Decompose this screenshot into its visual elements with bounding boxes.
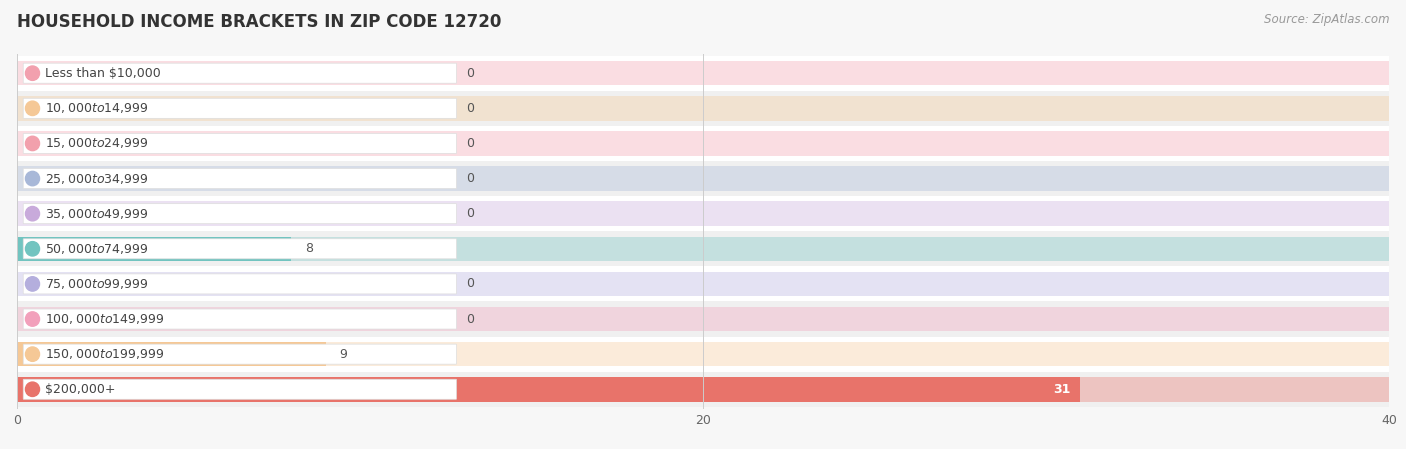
FancyBboxPatch shape	[24, 168, 457, 189]
Bar	[17, 237, 1389, 261]
Text: 0: 0	[467, 172, 474, 185]
Text: 0: 0	[467, 277, 474, 291]
FancyBboxPatch shape	[24, 133, 457, 154]
Bar	[17, 272, 1389, 296]
FancyBboxPatch shape	[24, 239, 457, 259]
Bar	[17, 61, 1389, 85]
Text: 0: 0	[467, 313, 474, 326]
Text: $50,000 to $74,999: $50,000 to $74,999	[45, 242, 148, 256]
Bar	[17, 96, 1389, 121]
Text: 0: 0	[467, 102, 474, 115]
Bar	[17, 196, 1389, 231]
Bar	[17, 91, 1389, 126]
Text: HOUSEHOLD INCOME BRACKETS IN ZIP CODE 12720: HOUSEHOLD INCOME BRACKETS IN ZIP CODE 12…	[17, 13, 502, 31]
Bar	[17, 126, 1389, 161]
Text: 0: 0	[467, 67, 474, 79]
Bar	[17, 342, 326, 366]
Bar	[17, 166, 1389, 191]
Bar	[17, 56, 1389, 91]
Text: $15,000 to $24,999: $15,000 to $24,999	[45, 136, 148, 150]
Bar	[17, 342, 1389, 366]
Bar	[17, 372, 1389, 407]
Bar	[17, 266, 1389, 301]
Bar	[17, 237, 291, 261]
Text: Source: ZipAtlas.com: Source: ZipAtlas.com	[1264, 13, 1389, 26]
Bar	[17, 377, 1389, 401]
Text: $100,000 to $149,999: $100,000 to $149,999	[45, 312, 165, 326]
FancyBboxPatch shape	[24, 379, 457, 399]
Bar	[17, 231, 1389, 266]
Text: $75,000 to $99,999: $75,000 to $99,999	[45, 277, 148, 291]
Circle shape	[25, 347, 39, 361]
Text: $35,000 to $49,999: $35,000 to $49,999	[45, 207, 148, 220]
Circle shape	[25, 172, 39, 186]
FancyBboxPatch shape	[24, 274, 457, 294]
FancyBboxPatch shape	[24, 98, 457, 119]
FancyBboxPatch shape	[24, 63, 457, 83]
Bar	[17, 337, 1389, 372]
Circle shape	[25, 207, 39, 221]
Circle shape	[25, 136, 39, 151]
Circle shape	[25, 382, 39, 396]
Text: Less than $10,000: Less than $10,000	[45, 67, 160, 79]
Bar	[17, 161, 1389, 196]
Text: $150,000 to $199,999: $150,000 to $199,999	[45, 347, 165, 361]
Text: 31: 31	[1053, 383, 1070, 396]
Bar	[17, 131, 1389, 156]
Circle shape	[25, 277, 39, 291]
Circle shape	[25, 66, 39, 80]
Bar	[17, 301, 1389, 337]
Bar	[17, 202, 1389, 226]
Circle shape	[25, 242, 39, 256]
Text: $25,000 to $34,999: $25,000 to $34,999	[45, 172, 148, 185]
FancyBboxPatch shape	[24, 344, 457, 364]
Bar	[17, 377, 1080, 401]
Text: 8: 8	[305, 242, 314, 255]
Circle shape	[25, 312, 39, 326]
Text: 9: 9	[339, 348, 347, 361]
Text: 0: 0	[467, 137, 474, 150]
Circle shape	[25, 101, 39, 115]
Text: 0: 0	[467, 207, 474, 220]
FancyBboxPatch shape	[24, 204, 457, 224]
Bar	[17, 307, 1389, 331]
Text: $200,000+: $200,000+	[45, 383, 115, 396]
Text: $10,000 to $14,999: $10,000 to $14,999	[45, 101, 148, 115]
FancyBboxPatch shape	[24, 309, 457, 329]
